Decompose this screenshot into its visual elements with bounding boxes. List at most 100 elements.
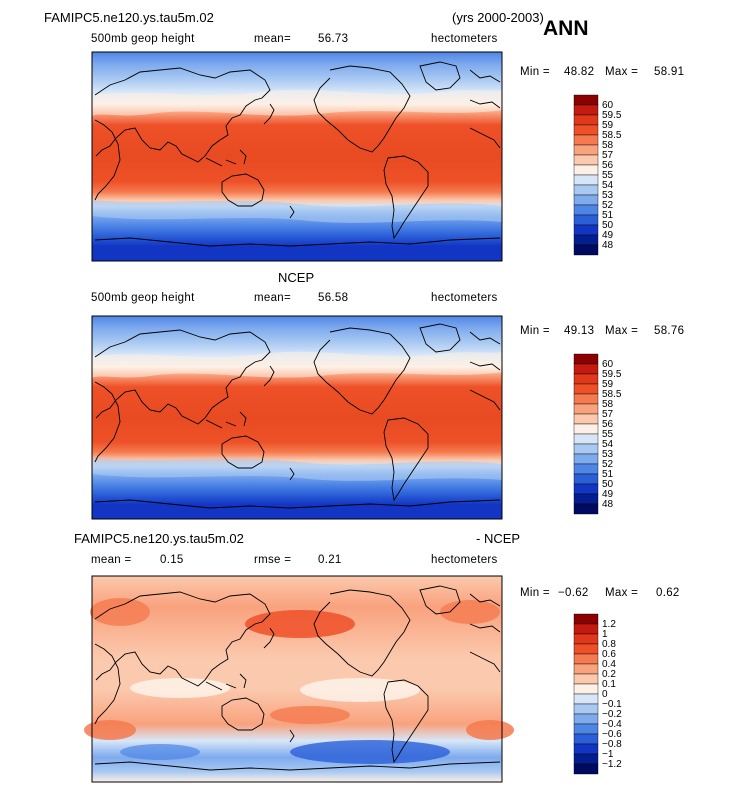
panel3-title: FAMIPC5.ne120.ys.tau5m.02	[74, 531, 244, 546]
colorbar-tick-label: 0.8	[602, 639, 616, 650]
panel3-min-value: −0.62	[558, 587, 589, 599]
colorbar-tick-label: 59	[602, 120, 614, 131]
colorbar-swatch	[573, 503, 599, 515]
colorbar-tick-label: 57	[602, 409, 614, 420]
colorbar-tick-label: 53	[602, 449, 614, 460]
colorbar-swatch	[573, 174, 599, 186]
colorbar-tick-label: 49	[602, 230, 614, 241]
colorbar-tick-label: 59	[602, 379, 614, 390]
colorbar-swatch	[573, 423, 599, 435]
colorbar-tick-label: 48	[602, 499, 614, 510]
colorbar-tick-label: 0.1	[602, 679, 616, 690]
colorbar-swatch	[573, 214, 599, 226]
colorbar-swatch	[573, 663, 599, 675]
colorbar-swatch	[573, 633, 599, 645]
colorbar-swatch	[573, 473, 599, 485]
colorbar-swatch	[573, 353, 599, 365]
colorbar-swatch	[573, 723, 599, 735]
panel1-map	[91, 51, 503, 262]
panel2-mean-label: mean=	[254, 292, 291, 304]
colorbar-tick-label: 0.4	[602, 659, 616, 670]
panel3-min-label: Min =	[520, 587, 550, 599]
colorbar-tick-label: 51	[602, 210, 614, 221]
colorbar-tick-label: 1.2	[602, 619, 616, 630]
colorbar-swatch	[573, 753, 599, 765]
panel3-units: hectometers	[431, 554, 498, 566]
panel1-max-value: 58.91	[654, 66, 685, 78]
colorbar-swatch	[573, 433, 599, 445]
panel3-colorbar: 1.210.80.60.40.20.10−0.1−0.2−0.4−0.6−0.8…	[573, 613, 622, 775]
colorbar-tick-label: 59.5	[602, 110, 622, 121]
panel2-variable: 500mb geop height	[91, 292, 195, 304]
colorbar-tick-label: 60	[602, 359, 614, 370]
colorbar-swatch	[573, 104, 599, 116]
colorbar-swatch	[573, 124, 599, 136]
panel2-units: hectometers	[431, 292, 498, 304]
colorbar-tick-label: 55	[602, 170, 614, 181]
colorbar-tick-label: 0	[602, 689, 608, 700]
colorbar-tick-label: −1.2	[602, 759, 622, 770]
colorbar-swatch	[573, 623, 599, 635]
colorbar-tick-label: 52	[602, 200, 614, 211]
colorbar-swatch	[573, 493, 599, 505]
colorbar-tick-label: 53	[602, 190, 614, 201]
colorbar-tick-label: 51	[602, 469, 614, 480]
colorbar-tick-label: 49	[602, 489, 614, 500]
panel2-max-value: 58.76	[654, 325, 685, 337]
colorbar-tick-label: −1	[602, 749, 614, 760]
colorbar-swatch	[573, 244, 599, 256]
colorbar-tick-label: 60	[602, 100, 614, 111]
colorbar-tick-label: 58	[602, 399, 614, 410]
panel3-rmse-value: 0.21	[318, 554, 342, 566]
colorbar-swatch	[573, 154, 599, 166]
colorbar-swatch	[573, 703, 599, 715]
season-label: ANN	[543, 17, 589, 40]
colorbar-swatch	[573, 413, 599, 425]
colorbar-swatch	[573, 194, 599, 206]
colorbar-tick-label: 56	[602, 160, 614, 171]
panel2-min-label: Min =	[520, 325, 550, 337]
colorbar-tick-label: 50	[602, 479, 614, 490]
colorbar-tick-label: −0.2	[602, 709, 622, 720]
panel1-min-label: Min =	[520, 66, 550, 78]
colorbar-swatch	[573, 234, 599, 246]
colorbar-tick-label: 57	[602, 150, 614, 161]
panel3-mean-label: mean =	[91, 554, 132, 566]
colorbar-swatch	[573, 483, 599, 495]
panel3-map	[84, 575, 514, 783]
panel3-title-right: - NCEP	[476, 531, 521, 546]
colorbar-swatch	[573, 643, 599, 655]
colorbar-swatch	[573, 94, 599, 106]
panel3-mean-value: 0.15	[160, 554, 184, 566]
colorbar-swatch	[573, 763, 599, 775]
panel2-mean-value: 56.58	[318, 292, 349, 304]
colorbar-swatch	[573, 673, 599, 685]
colorbar-swatch	[573, 693, 599, 705]
colorbar-tick-label: 48	[602, 240, 614, 251]
colorbar-tick-label: 58.5	[602, 130, 622, 141]
colorbar-tick-label: 52	[602, 459, 614, 470]
panel2-map	[91, 315, 503, 520]
colorbar-swatch	[573, 683, 599, 695]
colorbar-tick-label: −0.1	[602, 699, 622, 710]
colorbar-swatch	[573, 463, 599, 475]
years-range: (yrs 2000-2003)	[452, 10, 544, 25]
colorbar-swatch	[573, 743, 599, 755]
colorbar-swatch	[573, 114, 599, 126]
colorbar-swatch	[573, 443, 599, 455]
colorbar-tick-label: −0.8	[602, 739, 622, 750]
panel3-rmse-label: rmse =	[254, 554, 292, 566]
colorbar-tick-label: −0.6	[602, 729, 622, 740]
colorbar-swatch	[573, 134, 599, 146]
colorbar-swatch	[573, 184, 599, 196]
panel1-min-value: 48.82	[564, 66, 595, 78]
colorbar-tick-label: 59.5	[602, 369, 622, 380]
colorbar-swatch	[573, 733, 599, 745]
colorbar-tick-label: 58	[602, 140, 614, 151]
panel1-max-label: Max =	[605, 66, 639, 78]
colorbar-tick-label: 0.6	[602, 649, 616, 660]
panel2-title: NCEP	[278, 270, 315, 285]
colorbar-swatch	[573, 453, 599, 465]
